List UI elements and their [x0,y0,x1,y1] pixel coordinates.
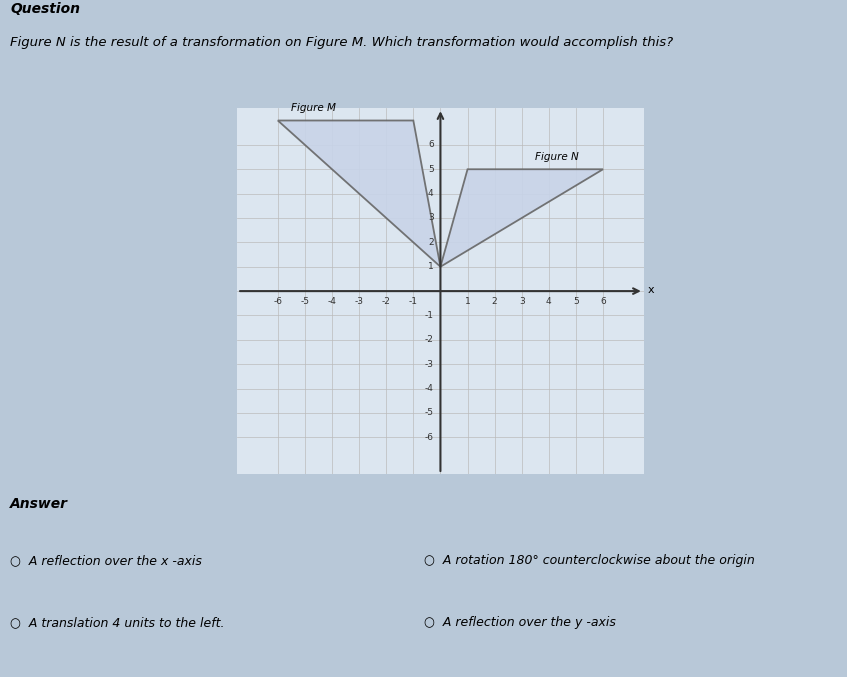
Text: 2: 2 [492,297,497,306]
Text: -4: -4 [425,384,434,393]
Text: Figure N is the result of a transformation on Figure M. Which transformation wou: Figure N is the result of a transformati… [10,36,673,49]
Text: -5: -5 [424,408,434,418]
Text: -3: -3 [355,297,363,306]
Text: -2: -2 [425,335,434,345]
Text: 4: 4 [428,189,434,198]
Text: -1: -1 [424,311,434,320]
Polygon shape [278,121,440,267]
Text: -3: -3 [424,359,434,369]
Text: -1: -1 [409,297,418,306]
Text: -6: -6 [424,433,434,442]
Text: 4: 4 [546,297,551,306]
Text: 5: 5 [573,297,579,306]
Text: -5: -5 [301,297,309,306]
Text: 1: 1 [428,262,434,271]
Polygon shape [440,169,603,267]
Text: 6: 6 [601,297,606,306]
Text: 5: 5 [428,165,434,174]
Text: 3: 3 [519,297,524,306]
Text: ○  A translation 4 units to the left.: ○ A translation 4 units to the left. [10,616,224,630]
Text: x: x [648,285,655,295]
Text: Question: Question [10,2,80,16]
Text: ○  A rotation 180° counterclockwise about the origin: ○ A rotation 180° counterclockwise about… [424,554,754,567]
Text: -6: -6 [274,297,282,306]
Text: 3: 3 [428,213,434,223]
Text: 1: 1 [465,297,470,306]
Text: 6: 6 [428,140,434,150]
Text: Figure M: Figure M [291,103,336,113]
Text: Figure N: Figure N [535,152,579,162]
Text: -2: -2 [382,297,390,306]
Text: ○  A reflection over the y -axis: ○ A reflection over the y -axis [424,616,616,630]
Text: 2: 2 [428,238,434,247]
Text: ○  A reflection over the x -axis: ○ A reflection over the x -axis [10,554,202,567]
Text: Answer: Answer [10,497,68,511]
Text: -4: -4 [328,297,336,306]
